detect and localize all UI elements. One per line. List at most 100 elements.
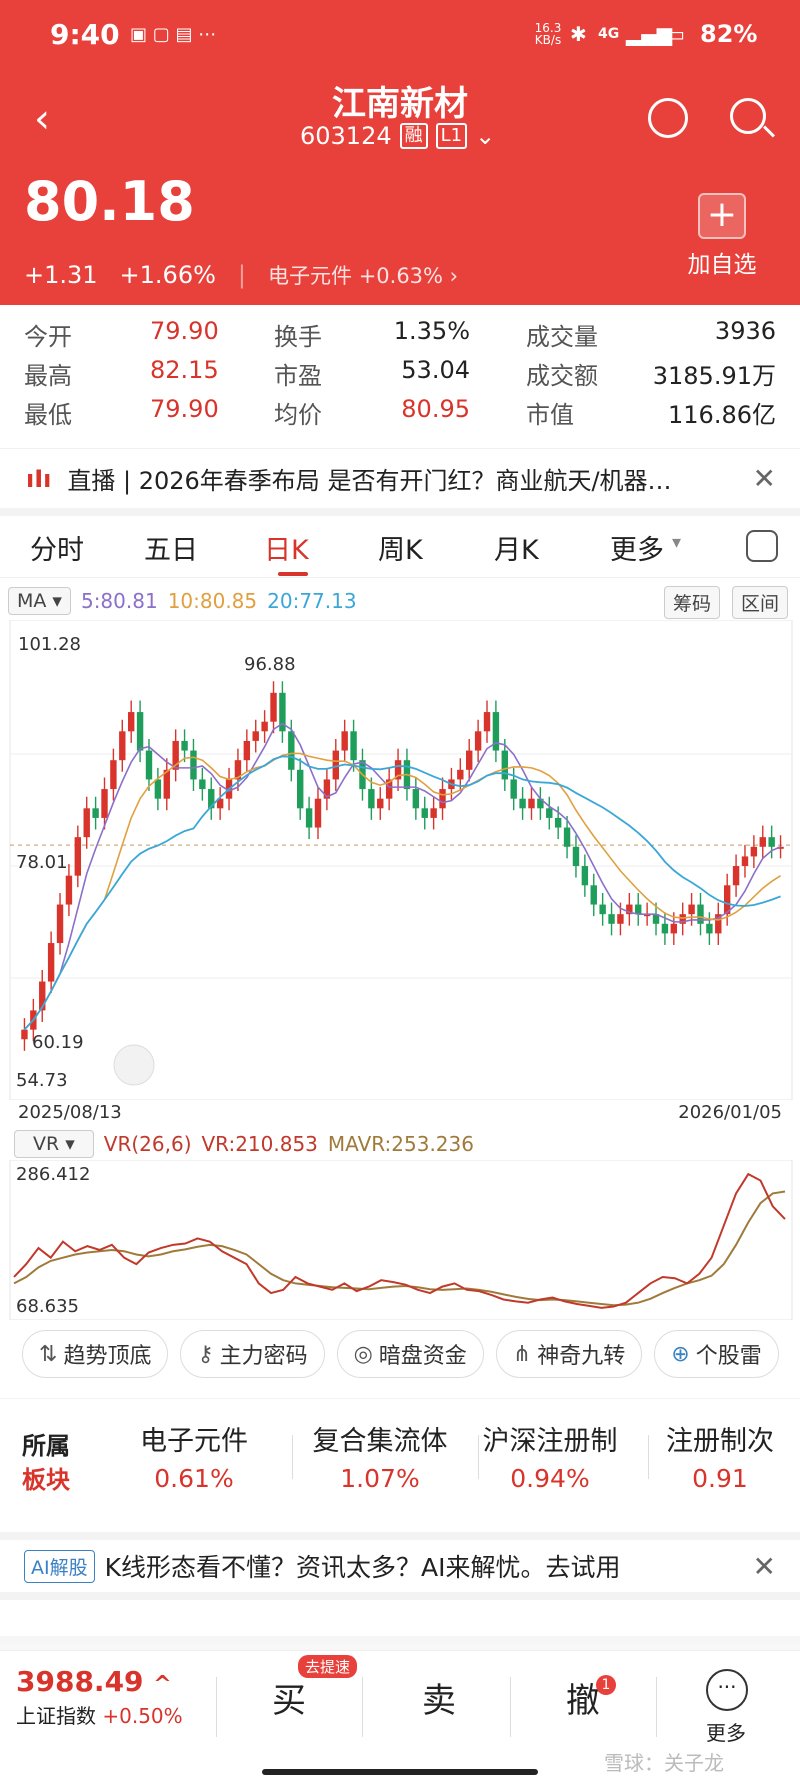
- battery-icon: ▭: [666, 22, 685, 46]
- sector-item[interactable]: 注册制次 0.91: [630, 1419, 800, 1493]
- candlestick-chart[interactable]: [0, 620, 800, 1100]
- candle: [723, 885, 731, 915]
- stock-code: 603124: [300, 122, 392, 150]
- candle: [732, 866, 740, 886]
- candle: [759, 837, 766, 847]
- sector-item[interactable]: 复合集流体 1.07%: [290, 1419, 470, 1493]
- index-value: 3988.49: [16, 1665, 144, 1698]
- y-max-label: 101.28: [18, 634, 81, 655]
- candle: [741, 856, 749, 867]
- candle: [635, 904, 642, 915]
- close-icon[interactable]: ✕: [752, 1549, 776, 1583]
- stock-name: 江南新材: [332, 84, 468, 124]
- index-name: 上证指数: [16, 1704, 96, 1728]
- add-watchlist-button[interactable]: + 加自选: [672, 193, 772, 279]
- candle: [279, 692, 286, 732]
- back-icon[interactable]: ‹: [34, 96, 50, 142]
- expand-button[interactable]: [113, 1044, 155, 1086]
- tab-3[interactable]: 周K: [378, 535, 423, 566]
- sector-name: 复合集流体: [312, 1426, 448, 1457]
- tool-icon: ⚷: [197, 1341, 214, 1367]
- signal-icon: ▂▄▆: [626, 22, 673, 46]
- candle: [21, 1029, 28, 1040]
- search-icon-handle: [762, 125, 776, 138]
- candle: [39, 981, 46, 1011]
- current-price: 80.18: [24, 170, 195, 233]
- candle: [385, 779, 393, 799]
- more-icon[interactable]: ···: [706, 1669, 748, 1711]
- sell-button[interactable]: 卖: [422, 1673, 456, 1722]
- candle: [590, 885, 597, 905]
- tab-1[interactable]: 五日: [144, 535, 198, 566]
- candle: [652, 914, 660, 924]
- candle: [47, 943, 55, 982]
- indicator-selector[interactable]: VR ▾: [14, 1130, 94, 1158]
- vr-frame: [9, 1160, 793, 1320]
- tool-icon: ⋔: [512, 1341, 532, 1367]
- high-annotation: 96.88: [244, 654, 296, 675]
- change-row: +1.31 +1.66% | 电子元件 +0.63% ›: [24, 260, 458, 290]
- settings-icon[interactable]: [746, 530, 778, 562]
- buy-button[interactable]: 买: [272, 1673, 306, 1722]
- tool-button[interactable]: ⊕ 个股雷: [654, 1330, 779, 1378]
- tool-button[interactable]: ◎ 暗盘资金: [336, 1330, 484, 1378]
- divider: [478, 1435, 479, 1479]
- margin-tag: 融: [399, 123, 428, 149]
- ai-tag: AI解股: [24, 1549, 95, 1583]
- index-widget[interactable]: 3988.49 ^ 上证指数 +0.50%: [16, 1665, 183, 1728]
- period-tabs: 分时 五日 日K 周K 月K 更多 ▾: [0, 520, 800, 578]
- stock-code-row[interactable]: 603124 融 L1 ⌄: [300, 122, 495, 150]
- stat-label: 最低: [24, 401, 72, 429]
- candle: [581, 866, 589, 886]
- sector-item[interactable]: 沪深注册制 0.94%: [460, 1419, 640, 1493]
- candle: [777, 846, 784, 849]
- active-tab-indicator: [278, 572, 308, 576]
- news-text: 直播 | 2026年春季布局 是否有开门红？商业航天/机器…: [67, 467, 672, 495]
- candle: [510, 779, 517, 799]
- ma-selector[interactable]: MA ▾: [8, 587, 71, 615]
- candle: [617, 914, 624, 924]
- bluetooth-icon: ✱: [570, 22, 587, 46]
- tool-icon: ⇅: [39, 1341, 58, 1367]
- sector-link[interactable]: 电子元件 +0.63% ›: [268, 264, 459, 288]
- candle: [163, 769, 170, 799]
- ma5-value: 5:80.81: [80, 589, 158, 613]
- tool-label: 趋势顶底: [63, 1344, 152, 1369]
- ai-banner[interactable]: AI解股 K线形态看不懂？资讯太多？AI来解忧。去试用 ✕: [0, 1532, 800, 1600]
- stat-value: 53.04: [401, 356, 470, 384]
- network-type: 4G: [598, 26, 620, 42]
- search-icon[interactable]: [730, 98, 766, 134]
- tool-button[interactable]: ⇅ 趋势顶底: [22, 1330, 169, 1378]
- chip-button[interactable]: 筹码: [664, 586, 721, 619]
- tool-label: 主力密码: [219, 1344, 308, 1369]
- tab-2[interactable]: 日K: [264, 535, 309, 566]
- add-watchlist-label: 加自选: [687, 252, 757, 278]
- tools-row: ⇅ 趋势顶底 ⚷ 主力密码 ◎ 暗盘资金 ⋔ 神奇九转 ⊕ 个股雷: [0, 1330, 800, 1382]
- candle: [439, 789, 446, 809]
- tab-0[interactable]: 分时: [30, 535, 84, 566]
- vr-chart[interactable]: [0, 1160, 800, 1320]
- divider: [648, 1435, 649, 1479]
- candle: [65, 875, 73, 905]
- candle: [288, 731, 295, 770]
- range-button[interactable]: 区间: [732, 586, 789, 619]
- ma20-value: 20:77.13: [267, 589, 357, 613]
- sector-item[interactable]: 电子元件 0.61%: [104, 1419, 284, 1493]
- tab-4[interactable]: 月K: [494, 535, 539, 566]
- refresh-icon[interactable]: [648, 98, 688, 138]
- sector-title: 所属 板块: [22, 1432, 70, 1494]
- candle: [546, 808, 553, 818]
- index-pct: +0.50%: [102, 1704, 183, 1728]
- y-mid-label: 78.01: [16, 852, 68, 873]
- tool-button[interactable]: ⚷ 主力密码: [180, 1330, 325, 1378]
- tool-button[interactable]: ⋔ 神奇九转: [495, 1330, 643, 1378]
- y-min-label: 54.73: [16, 1070, 68, 1091]
- cancel-button[interactable]: 撤: [566, 1673, 600, 1722]
- close-icon[interactable]: ✕: [752, 462, 776, 495]
- candle: [412, 789, 420, 809]
- news-banner[interactable]: ıIı 直播 | 2026年春季布局 是否有开门红？商业航天/机器… ✕: [0, 448, 800, 516]
- candle: [474, 731, 482, 751]
- live-icon: ıIı: [26, 464, 52, 493]
- tab-5[interactable]: 更多: [610, 535, 664, 566]
- candle: [501, 750, 508, 780]
